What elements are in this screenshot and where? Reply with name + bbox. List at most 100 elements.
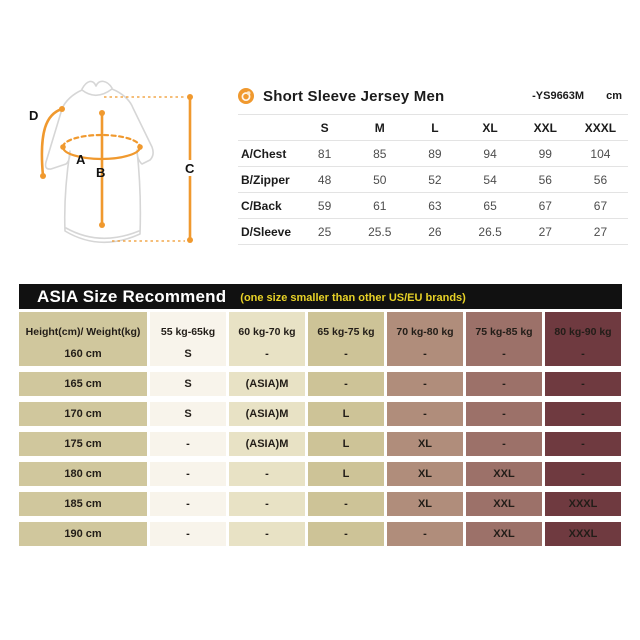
asia-cell: XXL <box>466 522 542 546</box>
table-row: B/Zipper 48 50 52 54 56 56 <box>238 167 628 193</box>
asia-cell: - <box>308 492 384 516</box>
asia-row-height: 185 cm <box>19 492 147 516</box>
asia-cell: S <box>150 402 226 426</box>
product-title: Short Sleeve Jersey Men <box>263 87 445 105</box>
asia-cell: - <box>387 372 463 396</box>
asia-cell: XXXL <box>545 522 621 546</box>
asia-cell: - <box>229 342 305 366</box>
cell-value: 25 <box>317 224 332 239</box>
asia-cell: L <box>308 402 384 426</box>
cell-value: 56 <box>538 172 552 187</box>
asia-cell: XXXL <box>545 492 621 516</box>
measure-dot <box>40 173 46 179</box>
asia-header-bar: ASIA Size Recommend (one size smaller th… <box>19 284 622 309</box>
cell-value: 26.5 <box>478 224 502 239</box>
row-label-chest: A/Chest <box>241 146 287 161</box>
table-row: C/Back 59 61 63 65 67 67 <box>238 193 628 219</box>
asia-cell: - <box>387 522 463 546</box>
asia-cell: - <box>545 342 621 366</box>
row-label-back: C/Back <box>241 198 282 213</box>
cell-value: 89 <box>428 146 442 161</box>
size-measurements-table: S M L XL XXL XXXL A/Chest 81 85 89 94 99… <box>238 114 628 245</box>
asia-cell: - <box>150 522 226 546</box>
asia-cell: - <box>387 342 463 366</box>
jersey-measurement-diagram: D A B C <box>29 80 197 244</box>
asia-cell: XL <box>387 462 463 486</box>
asia-size-table: Height(cm)/ Weight(kg) 55 kg-65kg 60 kg-… <box>19 312 622 546</box>
asia-row-height: 190 cm <box>19 522 147 546</box>
size-table-header-row: S M L XL XXL XXXL <box>238 115 628 141</box>
cell-value: 52 <box>428 172 442 187</box>
table-row: D/Sleeve 25 25.5 26 26.5 27 27 <box>238 219 628 245</box>
asia-row-height: 170 cm <box>19 402 147 426</box>
measure-dot <box>60 144 66 150</box>
asia-title: ASIA Size Recommend <box>37 286 227 306</box>
cell-value: 85 <box>373 146 387 161</box>
size-col-xxl: XXL <box>533 120 557 135</box>
asia-cell: S <box>150 342 226 366</box>
size-col-xxxl: XXXL <box>584 120 617 135</box>
asia-cell: - <box>308 342 384 366</box>
jersey-outline <box>44 80 154 244</box>
diagram-label-a: A <box>76 152 86 167</box>
cell-value: 99 <box>538 146 552 161</box>
asia-cell: - <box>466 342 542 366</box>
asia-size-section: ASIA Size Recommend (one size smaller th… <box>19 284 622 546</box>
cell-value: 59 <box>317 198 332 213</box>
asia-cell: - <box>466 372 542 396</box>
size-col-l: L <box>431 120 439 135</box>
asia-cell: - <box>229 462 305 486</box>
asia-cell: - <box>466 402 542 426</box>
product-code: -YS9663M <box>532 90 585 102</box>
cell-value: 54 <box>483 172 497 187</box>
cell-value: 67 <box>538 198 552 213</box>
asia-row-height: 160 cm <box>19 342 147 366</box>
asia-cell: XXL <box>466 492 542 516</box>
size-col-xl: XL <box>482 120 498 135</box>
asia-cell: - <box>387 402 463 426</box>
cell-value: 81 <box>317 146 332 161</box>
row-label-sleeve: D/Sleeve <box>241 224 292 239</box>
asia-cell: (ASIA)M <box>229 372 305 396</box>
asia-cell: S <box>150 372 226 396</box>
asia-cell: - <box>150 462 226 486</box>
asia-cell: - <box>545 432 621 456</box>
asia-cell: - <box>229 492 305 516</box>
asia-cell: - <box>545 372 621 396</box>
cell-value: 67 <box>593 198 608 213</box>
size-table-section: Short Sleeve Jersey Men -YS9663M cm S M … <box>238 84 628 245</box>
size-col-s: S <box>320 120 329 135</box>
asia-row-height: 175 cm <box>19 432 147 456</box>
measurement-unit: cm <box>606 90 622 102</box>
asia-row-height: 165 cm <box>19 372 147 396</box>
cell-value: 50 <box>373 172 387 187</box>
measure-dot <box>99 222 105 228</box>
asia-cell: XXL <box>466 462 542 486</box>
asia-cell: XL <box>387 432 463 456</box>
asia-cell: - <box>466 432 542 456</box>
table-row: A/Chest 81 85 89 94 99 104 <box>238 141 628 167</box>
cell-value: 104 <box>590 146 611 161</box>
product-header: Short Sleeve Jersey Men -YS9663M cm <box>238 84 628 108</box>
cell-value: 25.5 <box>368 224 392 239</box>
measure-dot <box>99 110 105 116</box>
diagram-label-c: C <box>185 161 195 176</box>
asia-cell: (ASIA)M <box>229 432 305 456</box>
measure-line-d <box>40 107 64 178</box>
diagram-label-b: B <box>96 165 105 180</box>
asia-cell: - <box>229 522 305 546</box>
cell-value: 27 <box>538 224 552 239</box>
asia-cell: XL <box>387 492 463 516</box>
asia-cell: L <box>308 462 384 486</box>
cell-value: 27 <box>593 224 608 239</box>
cell-value: 63 <box>428 198 442 213</box>
cell-value: 94 <box>483 146 497 161</box>
cell-value: 61 <box>373 198 387 213</box>
row-label-zipper: B/Zipper <box>241 172 290 187</box>
asia-cell: - <box>150 432 226 456</box>
asia-cell: L <box>308 432 384 456</box>
cell-value: 48 <box>317 172 332 187</box>
measure-dot <box>137 144 143 150</box>
size-col-m: M <box>374 120 385 135</box>
asia-cell: - <box>308 372 384 396</box>
